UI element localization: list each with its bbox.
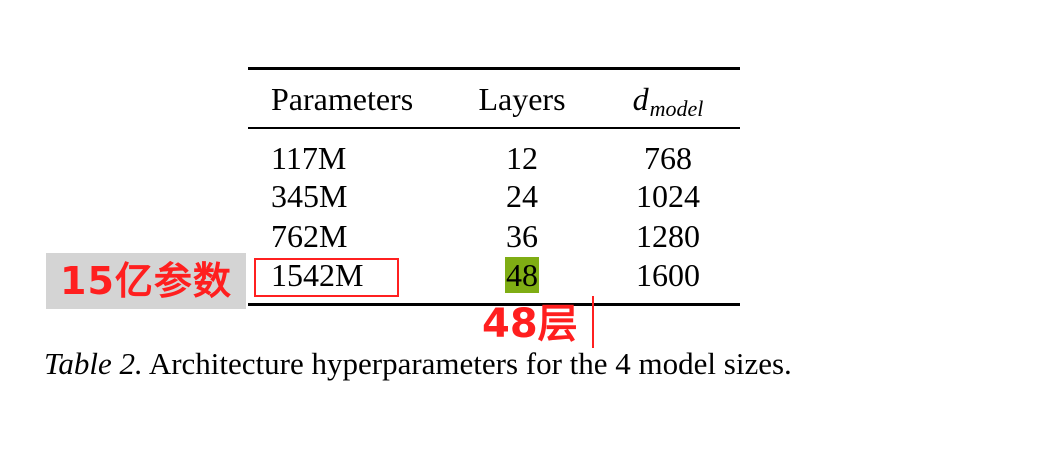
caption-text: Architecture hyperparameters for the 4 m… bbox=[142, 346, 792, 381]
cell-layers-row-2: 24 bbox=[506, 178, 538, 214]
cell-parameters-row-3: 762M bbox=[271, 218, 348, 254]
text-cursor bbox=[592, 296, 594, 348]
cell-layers-row-4: 48 bbox=[472, 256, 572, 294]
cell-d-model-row-3: 1280 bbox=[636, 218, 700, 254]
cell-parameters-row-2: 345M bbox=[271, 178, 348, 214]
table-top-rule bbox=[248, 67, 740, 70]
cell-d-model-row-2: 1024 bbox=[636, 178, 700, 214]
cell-parameters-row-1: 117M bbox=[271, 140, 347, 176]
header-parameters: Parameters bbox=[271, 81, 414, 117]
cell-layers-row-1: 12 bbox=[506, 140, 538, 176]
layers-annotation-label: 48层 bbox=[482, 301, 578, 347]
header-d-model-subscript: model bbox=[649, 96, 704, 121]
layers-highlight: 48 bbox=[505, 257, 539, 293]
cell-d-model-row-1: 768 bbox=[644, 140, 692, 176]
header-layers: Layers bbox=[478, 81, 566, 117]
cell-layers-row-3: 36 bbox=[506, 218, 538, 254]
table-caption: Table 2. Architecture hyperparameters fo… bbox=[44, 346, 792, 382]
table-bottom-rule bbox=[248, 303, 740, 306]
cell-parameters-row-4: 1542M bbox=[271, 257, 364, 293]
params-annotation-label: 15亿参数 bbox=[46, 253, 246, 309]
caption-label: Table 2. bbox=[44, 346, 143, 381]
header-d-model-base: d bbox=[632, 81, 649, 117]
params-annotation-box bbox=[254, 258, 399, 297]
header-d-model: dmodel bbox=[612, 80, 724, 122]
table-header-rule bbox=[248, 127, 740, 129]
cell-d-model-row-4: 1600 bbox=[636, 257, 700, 293]
